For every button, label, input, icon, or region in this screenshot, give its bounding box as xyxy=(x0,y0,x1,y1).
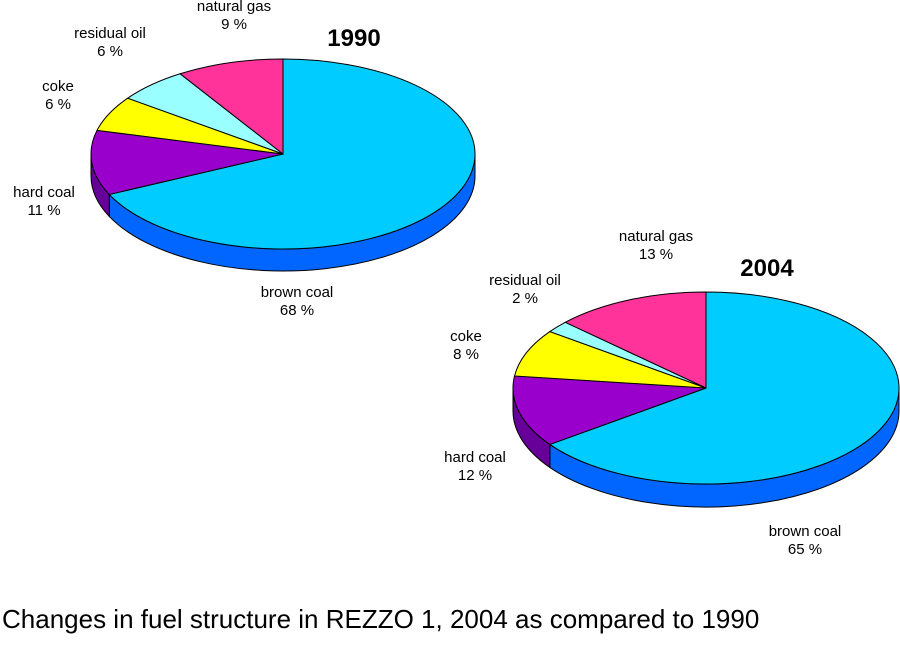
slice-value-coke: 6 % xyxy=(45,96,71,113)
pie-chart-1990: brown coal 68 % hard coal 11 % coke 6 %residu… xyxy=(13,0,476,319)
slice-label-coke: coke 6 % xyxy=(42,78,74,113)
slice-value-brown-coal: 68 % xyxy=(280,302,314,319)
slice-label-brown-coal: brown coal 68 % xyxy=(261,284,334,319)
chart-title: 2004 xyxy=(740,255,794,282)
slice-label-hard-coal: hard coal 11 % xyxy=(13,184,75,219)
figure-caption: Changes in fuel structure in REZZO 1, 20… xyxy=(2,604,760,634)
pie-slice-brown-coal xyxy=(108,58,476,250)
slice-value-residual-oil: 6 % xyxy=(97,43,123,60)
pie-slice-natural-gas xyxy=(179,58,284,156)
slice-label-natural-gas: natural gas 13 % xyxy=(619,228,693,263)
slice-value-residual-oil: 2 % xyxy=(512,290,538,307)
slice-label-residual-oil: residual oil 2 % xyxy=(489,272,561,307)
slice-value-brown-coal: 65 % xyxy=(788,541,822,558)
pie-top-slices xyxy=(512,291,900,485)
slice-value-coke: 8 % xyxy=(453,346,479,363)
slice-label-hard-coal: hard coal 12 % xyxy=(444,449,506,484)
chart-title: 1990 xyxy=(327,25,380,52)
slice-label-coke: coke 8 % xyxy=(450,328,482,363)
pie-slice-hard-coal xyxy=(512,375,707,445)
slice-label-natural-gas: natural gas 9 % xyxy=(197,0,271,33)
pie-top-slices xyxy=(90,58,476,250)
slice-label-residual-oil: residual oil 6 % xyxy=(74,25,146,60)
pie-slice-brown-coal xyxy=(548,291,900,485)
slice-value-natural-gas: 13 % xyxy=(639,246,673,263)
pie-chart-2004: brown coal 65 % hard coal 12 % coke 8 %residu… xyxy=(444,228,900,558)
pie-labels: brown coal 65 % hard coal 12 % coke 8 %residu… xyxy=(444,228,841,558)
pie-slice-hard-coal xyxy=(90,129,284,196)
pie-slice-natural-gas xyxy=(564,291,707,389)
pie-labels: brown coal 68 % hard coal 11 % coke 6 %residu… xyxy=(13,0,333,319)
slice-value-natural-gas: 9 % xyxy=(221,16,247,33)
pie-slice-coke xyxy=(513,331,707,389)
slice-label-brown-coal: brown coal 65 % xyxy=(769,523,842,558)
slice-value-hard-coal: 12 % xyxy=(458,467,492,484)
slice-value-hard-coal: 11 % xyxy=(27,202,60,219)
